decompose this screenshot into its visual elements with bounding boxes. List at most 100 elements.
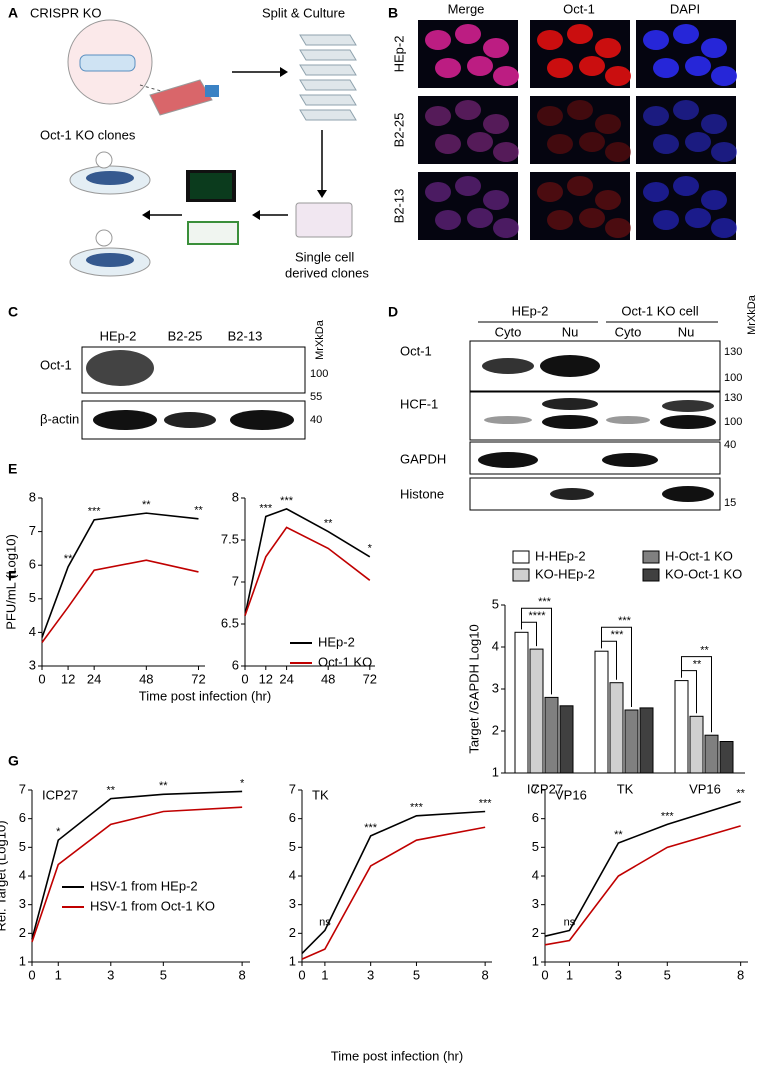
band [93,410,157,430]
band [540,355,600,377]
colony [86,253,134,267]
y-tick-label: 5 [289,839,296,854]
y-tick-label: 7 [29,523,36,538]
y-tick-label: 7.5 [221,531,239,546]
significance-label: *** [259,502,273,514]
nucleus [483,114,509,134]
y-tick-label: 6.5 [221,615,239,630]
lane-label: B2-13 [228,328,263,343]
legend-swatch [642,550,660,564]
marker-label: 100 [310,368,328,380]
band [164,412,216,428]
significance-label: *** [364,822,378,834]
x-tick-label: 0 [241,671,248,686]
data-line [244,508,371,616]
band [482,358,534,374]
nucleus [701,114,727,134]
nucleus [653,134,679,154]
nucleus [685,56,711,76]
row-label: Histone [400,486,444,501]
y-tick-label: 5 [29,590,36,605]
x-tick-label: 5 [413,967,420,982]
lane-label: Nu [562,324,579,339]
significance-label: ** [324,518,333,530]
nucleus [701,190,727,210]
significance-label: *** [410,802,424,814]
band [660,415,716,429]
lane-label: Cyto [495,324,522,339]
y-tick-label: 4 [29,624,36,639]
nucleus [547,210,573,230]
marker-label: 130 [724,392,742,404]
y-tick-label: 2 [492,722,499,737]
bar [609,682,624,774]
step-label: Split & Culture [262,5,345,20]
bar [624,709,639,774]
significance-label: *** [538,596,552,608]
x-tick-label: 8 [239,967,246,982]
nucleus [455,100,481,120]
x-tick-label: 1 [566,967,573,982]
nucleus [467,132,493,152]
y-tick-label: 6 [19,810,26,825]
nucleus [425,106,451,126]
nucleus [537,106,563,126]
x-tick-label: 0 [541,967,548,982]
panel-label: A [8,5,18,21]
y-tick-label: 6 [289,810,296,825]
x-tick-label: TK [617,781,634,796]
step-label: Single cell [295,249,354,264]
y-tick-label: 8 [232,489,239,504]
nucleus [435,58,461,78]
x-tick-label: 48 [321,671,335,686]
y-tick-label: 7 [19,781,26,796]
bar [674,680,689,774]
x-tick-label: VP16 [689,781,721,796]
row-label: β-actin [40,411,79,426]
legend-label: HSV-1 from Oct-1 KO [90,898,215,913]
row-label: B2-25 [391,113,406,148]
bar [514,631,529,774]
data-line [301,810,486,954]
significance-bracket [601,626,632,707]
y-axis-label: Rel. Target (Log10) [0,820,8,931]
lane-label: Cyto [615,324,642,339]
band [542,398,598,410]
nucleus [685,132,711,152]
x-tick-label: 72 [191,671,205,686]
y-tick-label: 4 [289,867,296,882]
nucleus [595,38,621,58]
column-label: Oct-1 [563,1,595,16]
nucleus [467,208,493,228]
dna [79,54,136,72]
band [606,416,650,424]
band [478,452,538,468]
data-line [31,790,243,940]
y-tick-label: 4 [532,867,539,882]
nucleus [483,190,509,210]
significance-label: *** [661,810,675,822]
x-tick-label: 8 [737,967,744,982]
panel-label: F [8,568,17,584]
chart-title: VP16 [555,787,587,802]
nucleus [425,30,451,50]
band [662,486,714,502]
well-plate [295,202,353,238]
nucleus [605,66,631,86]
significance-bracket [521,607,552,695]
legend-label: H-HEp-2 [535,548,586,563]
x-tick-label: 0 [298,967,305,982]
legend-label: Oct-1 KO [318,654,372,669]
x-tick-label: 5 [160,967,167,982]
legend-label: H-Oct-1 KO [665,548,733,563]
row-label: Oct-1 [400,343,432,358]
marker-label: 100 [724,416,742,428]
y-tick-label: 6 [232,657,239,672]
bar [704,734,719,774]
bar [594,650,609,774]
significance-label: *** [280,495,294,507]
legend-label: HEp-2 [318,634,355,649]
y-tick-label: 7 [232,573,239,588]
significance-label: ns [319,916,331,928]
data-line [244,526,371,616]
